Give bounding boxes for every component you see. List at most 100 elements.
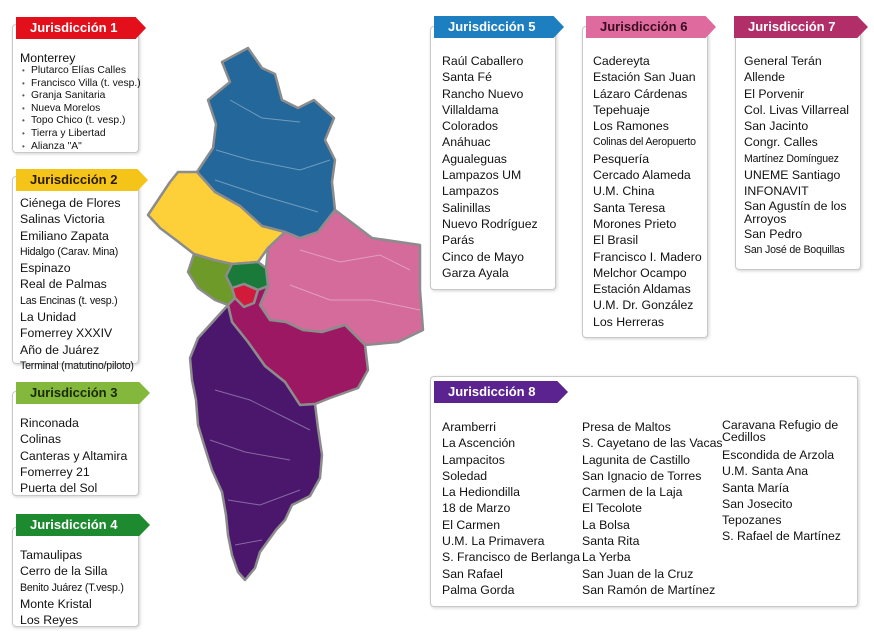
list-item: Cercado Alameda <box>593 168 691 183</box>
list-item: Puerta del Sol <box>20 481 98 496</box>
list-item: Palma Gorda <box>442 582 515 597</box>
list-item: Lázaro Cárdenas <box>593 86 688 101</box>
list-item: Salinillas <box>442 200 491 215</box>
list-item: Agualeguas <box>442 151 507 166</box>
list-item: Estación San Juan <box>593 70 696 85</box>
list-item: S. Francisco de Berlanga <box>442 550 581 565</box>
list-item: General Terán <box>744 54 822 68</box>
list-item: U.M. Dr. González <box>593 298 694 313</box>
list-item: Año de Juárez <box>20 342 100 357</box>
list-item: Escondida de Arzola <box>722 448 835 462</box>
list-item: El Brasil <box>593 233 639 248</box>
list-item: Santa María <box>722 480 789 495</box>
jurisdiccion-4-tag: Jurisdicción 4 <box>16 514 150 536</box>
jurisdiccion-3-list: Rinconada Colinas Canteras y Altamira Fomer… <box>20 415 127 496</box>
list-item: Topo Chico (t. vesp.) <box>20 115 141 128</box>
list-item: Estación Aldamas <box>593 282 691 297</box>
list-item: Morones Prieto <box>593 216 677 231</box>
jurisdiccion-2-tag: Jurisdicción 2 <box>16 169 148 191</box>
list-item: Salinas Victoria <box>20 212 105 227</box>
list-item: Cadereyta <box>593 54 650 68</box>
list-item: Lampazos <box>442 184 499 199</box>
jurisdiccion-5-tag: Jurisdicción 5 <box>434 16 564 38</box>
jurisdiccion-6-list: Cadereyta Estación San Juan Lázaro Cárdena… <box>593 53 702 330</box>
list-item: Tepozanes <box>722 513 782 528</box>
list-item: San Ignacio de Torres <box>582 468 702 483</box>
jurisdiccion-2-panel <box>12 176 139 364</box>
list-item: Melchor Ocampo <box>593 265 687 280</box>
jurisdiccion-4-list: Tamaulipas Cerro de la Silla Benito Juárez… <box>20 547 124 628</box>
list-item: Tamaulipas <box>20 548 83 562</box>
list-item: El Carmen <box>442 517 501 532</box>
list-item: Alianza "A" <box>20 141 141 154</box>
list-item: U.M. China <box>593 184 655 199</box>
list-item: U.M. Santa Ana <box>722 464 809 479</box>
list-item: Pesquería <box>593 151 650 166</box>
list-item: Col. Livas Villarreal <box>744 102 850 117</box>
jurisdiccion-7-panel <box>735 26 861 270</box>
list-item: Garza Ayala <box>442 265 509 280</box>
list-item: Cinco de Mayo <box>442 249 525 264</box>
list-item: Presa de Maltos <box>582 420 671 434</box>
list-item: Aramberri <box>442 420 496 434</box>
jurisdiccion-8-panel <box>430 376 858 607</box>
list-item: Parás <box>442 233 475 248</box>
list-item: Plutarco Elías Calles <box>20 65 141 78</box>
jurisdiccion-3-panel <box>12 391 139 496</box>
list-item: S. Cayetano de las Vacas <box>582 436 723 451</box>
list-item: San Rafael <box>442 566 503 581</box>
jurisdiccion-6-tag: Jurisdicción 6 <box>586 16 716 38</box>
list-item: San Josecito <box>722 496 793 511</box>
list-item: Soledad <box>442 468 488 483</box>
list-item: Real de Palmas <box>20 277 107 292</box>
list-item: Congr. Calles <box>744 135 818 150</box>
jurisdiccion-1-tag: Jurisdicción 1 <box>16 17 146 39</box>
list-item: Lampacitos <box>442 452 505 467</box>
list-item: S. Rafael de Martínez <box>722 529 841 544</box>
list-item: Rinconada <box>20 416 79 430</box>
list-item: La Yerba <box>582 550 631 565</box>
list-item: El Tecolote <box>582 501 642 516</box>
list-item: Hidalgo (Carav. Mina) <box>20 245 119 258</box>
list-item: Francisco Villa (t. vesp.) <box>20 78 141 91</box>
jurisdiccion-1-list: Monterrey Plutarco Elías CallesFrancisco… <box>20 51 141 153</box>
region-jurisdiccion-7 <box>226 284 370 407</box>
list-item: Tepehuaje <box>593 102 650 117</box>
list-item: Nueva Morelos <box>20 103 141 116</box>
list-item: Santa Teresa <box>593 200 666 215</box>
jurisdiccion-6-panel <box>582 26 708 338</box>
jurisdiccion-2-list: Ciénega de Flores Salinas Victoria Emilian… <box>20 195 134 374</box>
jurisdiccion-8-col-2: Presa de Maltos S. Cayetano de las Vacas L… <box>582 419 723 598</box>
list-item: San José de Boquillas <box>744 243 845 256</box>
list-item: U.M. La Primavera <box>442 534 545 549</box>
list-item: Colorados <box>442 119 499 134</box>
list-item: Caravana Refugio de Cedillos <box>722 418 839 444</box>
jurisdiccion-8-col-3: Caravana Refugio de Cedillos Escondida de… <box>722 418 841 545</box>
list-item: San Ramón de Martínez <box>582 582 716 597</box>
list-item: Los Ramones <box>593 119 669 134</box>
list-item: Tierra y Libertad <box>20 128 141 141</box>
list-item: Martínez Domínguez <box>744 152 839 165</box>
jurisdiccion-5-panel <box>430 26 556 290</box>
list-item: Ciénega de Flores <box>20 196 121 210</box>
list-item: Francisco I. Madero <box>593 249 702 264</box>
list-item: Colinas del Aeropuerto <box>593 136 696 149</box>
list-item: Lagunita de Castillo <box>582 452 691 467</box>
list-item: Santa Fé <box>442 70 492 85</box>
jurisdiccion-7-tag: Jurisdicción 7 <box>734 16 868 38</box>
list-item: Benito Juárez (T.vesp.) <box>20 581 124 594</box>
list-item: Villaldama <box>442 102 499 117</box>
list-item: La Bolsa <box>582 517 630 532</box>
list-item: La Hediondilla <box>442 485 520 500</box>
list-item: Carmen de la Laja <box>582 485 683 500</box>
list-item: San Juan de la Cruz <box>582 566 694 581</box>
region-jurisdiccion-8 <box>188 303 324 582</box>
list-item: Raúl Caballero <box>442 54 524 68</box>
list-item: San Pedro <box>744 226 803 241</box>
jurisdiccion-4-panel <box>12 527 139 627</box>
list-item: Espinazo <box>20 261 71 276</box>
list-item: Lampazos UM <box>442 168 522 183</box>
list-item: INFONAVIT <box>744 184 809 199</box>
list-item: Cerro de la Silla <box>20 564 108 579</box>
